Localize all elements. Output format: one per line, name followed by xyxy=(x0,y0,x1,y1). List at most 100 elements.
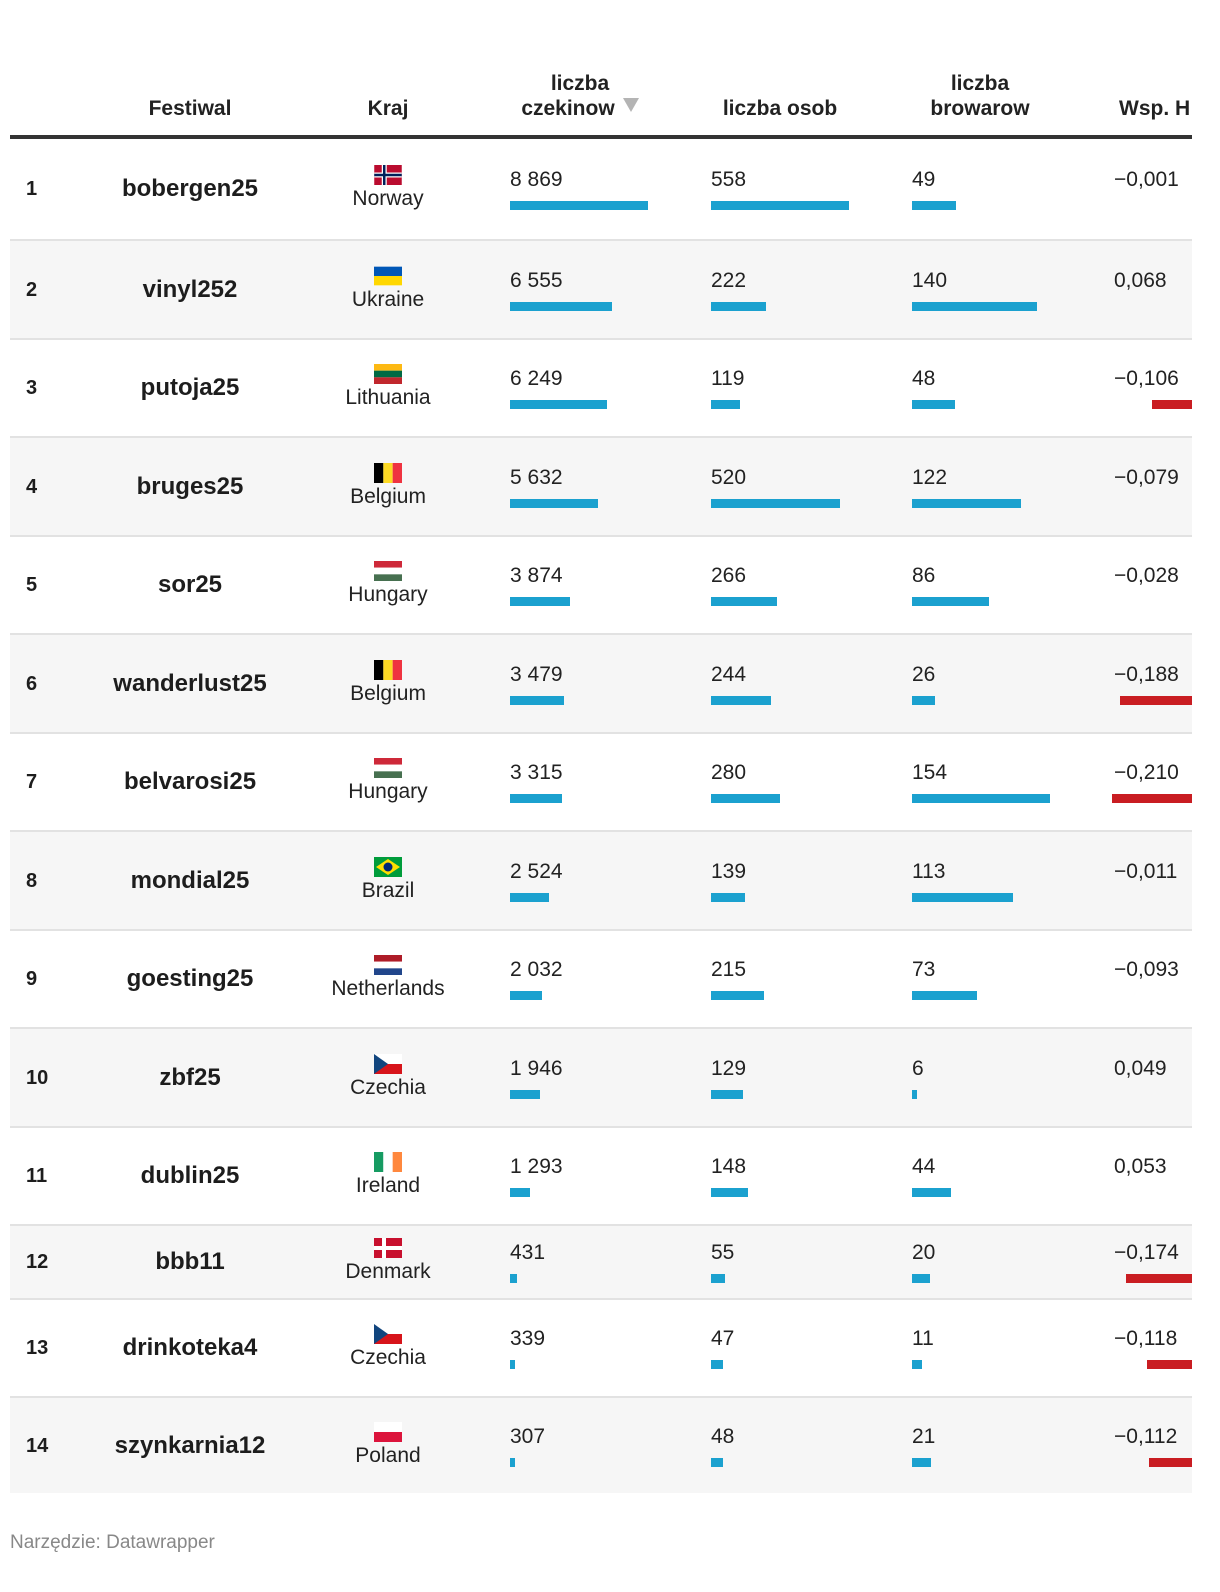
browarow-bar xyxy=(912,1360,922,1369)
czekinow-value: 3 874 xyxy=(510,564,563,587)
country-cell: Norway xyxy=(288,165,488,211)
header-liczba-browarow[interactable]: liczba browarow xyxy=(890,71,1070,121)
wsp-bar xyxy=(1152,400,1192,409)
header-festiwal[interactable]: Festiwal xyxy=(148,97,232,120)
osob-value: 244 xyxy=(711,662,747,686)
browarow-bar xyxy=(912,1457,931,1467)
table-row: 8 mondial25 Brazil 2 524 139 113 −0,011 xyxy=(10,830,1192,929)
table-row: 1 bobergen25 Norway 8 869 558 49 −0,001 xyxy=(10,141,1192,239)
browarow-bar xyxy=(912,498,1021,508)
table-row: 13 drinkoteka4 Czechia 339 47 11 −0,118 xyxy=(10,1298,1192,1396)
country-name: Belgium xyxy=(350,484,426,508)
table-row: 10 zbf25 Czechia 1 946 129 6 0,049 xyxy=(10,1027,1192,1126)
osob-bar xyxy=(711,695,771,705)
country-cell: Belgium xyxy=(288,462,488,509)
wsp-bar xyxy=(1126,1274,1192,1283)
osob-bar xyxy=(711,892,745,902)
browarow-bar xyxy=(912,794,1050,803)
browarow-bar xyxy=(912,892,1013,902)
wsp-bar xyxy=(1112,794,1192,803)
country-name: Ukraine xyxy=(351,287,425,311)
wsp-value: −0,079 xyxy=(1114,465,1179,489)
osob-bar xyxy=(711,794,780,803)
row-rank: 10 xyxy=(26,1066,49,1089)
osob-bar xyxy=(711,1360,723,1369)
country-name: Lithuania xyxy=(345,386,431,409)
czekinow-bar xyxy=(510,794,562,803)
wsp-value: −0,093 xyxy=(1114,958,1179,981)
browarow-value: 73 xyxy=(912,958,936,981)
osob-value: 139 xyxy=(711,859,747,883)
flag-belgium-icon xyxy=(374,659,402,680)
flag-czechia-icon xyxy=(374,1053,402,1074)
country-cell: Netherlands xyxy=(288,955,488,1001)
header-kraj[interactable]: Kraj xyxy=(367,97,409,120)
czekinow-bar xyxy=(510,1274,517,1283)
sort-descending-icon[interactable] xyxy=(622,98,639,112)
browarow-value: 6 xyxy=(912,1056,924,1080)
czekinow-bar xyxy=(510,597,570,606)
wsp-value: −0,112 xyxy=(1114,1424,1178,1448)
country-cell: Czechia xyxy=(288,1053,488,1100)
row-rank: 14 xyxy=(26,1434,49,1457)
table-row: 12 bbb11 Denmark 431 55 20 −0,174 xyxy=(10,1224,1192,1298)
czekinow-value: 431 xyxy=(510,1241,546,1264)
festival-name: putoja25 xyxy=(140,374,240,401)
country-cell: Hungary xyxy=(288,561,488,607)
osob-value: 148 xyxy=(711,1155,747,1178)
row-rank: 9 xyxy=(26,968,38,990)
browarow-value: 44 xyxy=(912,1155,936,1178)
czekinow-bar xyxy=(510,1360,515,1369)
row-rank: 2 xyxy=(26,278,38,301)
osob-value: 129 xyxy=(711,1056,747,1080)
browarow-value: 113 xyxy=(912,859,946,883)
wsp-value: −0,210 xyxy=(1114,761,1179,784)
wsp-value: 0,053 xyxy=(1114,1155,1167,1178)
header-wsp[interactable]: Wsp. H xyxy=(1119,97,1191,120)
row-rank: 5 xyxy=(26,574,38,596)
country-name: Czechia xyxy=(350,1075,426,1099)
header-czekinow-line2: czekinow xyxy=(490,96,670,121)
czekinow-value: 2 524 xyxy=(510,859,563,883)
czekinow-value: 5 632 xyxy=(510,465,563,489)
browarow-bar xyxy=(912,597,989,606)
browarow-bar xyxy=(912,1188,951,1197)
wsp-value: −0,174 xyxy=(1114,1241,1179,1264)
festival-name: sor25 xyxy=(157,571,223,598)
row-rank: 12 xyxy=(26,1251,49,1273)
festival-name: bbb11 xyxy=(155,1248,225,1275)
osob-value: 55 xyxy=(711,1241,735,1264)
country-cell: Ireland xyxy=(288,1152,488,1198)
browarow-value: 20 xyxy=(912,1241,936,1264)
festival-name: dublin25 xyxy=(140,1162,240,1189)
wsp-value: −0,028 xyxy=(1114,564,1179,587)
country-name: Belgium xyxy=(350,681,426,705)
browarow-bar xyxy=(912,695,935,705)
header-browarow-line1: liczba xyxy=(950,72,1010,95)
festival-name: szynkarnia12 xyxy=(114,1431,266,1459)
country-cell: Denmark xyxy=(288,1238,488,1284)
osob-bar xyxy=(711,597,777,606)
czekinow-bar xyxy=(510,695,564,705)
festival-name: mondial25 xyxy=(130,866,250,894)
country-name: Hungary xyxy=(348,583,428,606)
table-row: 3 putoja25 Lithuania 6 249 119 48 −0,106 xyxy=(10,338,1192,436)
browarow-bar xyxy=(912,1089,917,1099)
table-row: 11 dublin25 Ireland 1 293 148 44 0,053 xyxy=(10,1126,1192,1224)
country-name: Brazil xyxy=(361,878,415,902)
czekinow-bar xyxy=(510,201,648,210)
table-header: Festiwal Kraj liczba czekinow liczba oso… xyxy=(10,0,1192,139)
osob-bar xyxy=(711,1188,748,1197)
header-liczba-osob[interactable]: liczba osob xyxy=(722,97,838,120)
table-row: 4 bruges25 Belgium 5 632 520 122 −0,079 xyxy=(10,436,1192,535)
czekinow-value: 8 869 xyxy=(510,168,563,191)
row-rank: 4 xyxy=(26,475,38,498)
country-name: Netherlands xyxy=(331,977,445,1000)
flag-belgium-icon xyxy=(374,462,402,483)
wsp-value: 0,049 xyxy=(1114,1056,1167,1080)
browarow-bar xyxy=(912,301,1037,311)
festival-name: bobergen25 xyxy=(121,175,259,202)
country-name: Norway xyxy=(352,187,424,210)
header-liczba-czekinow[interactable]: liczba czekinow xyxy=(490,71,670,121)
wsp-value: −0,118 xyxy=(1114,1327,1178,1350)
